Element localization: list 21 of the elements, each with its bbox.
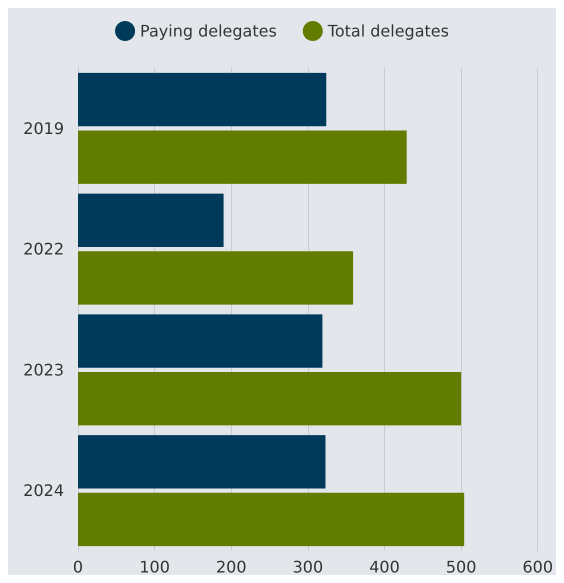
x-tick-label: 400 xyxy=(369,558,400,576)
bar xyxy=(78,130,407,184)
y-tick-label: 2019 xyxy=(23,118,64,138)
bar xyxy=(78,251,354,305)
x-tick-label: 500 xyxy=(446,558,476,576)
bar xyxy=(78,72,326,126)
x-tick-label: 0 xyxy=(72,558,84,576)
y-tick-label: 2024 xyxy=(23,481,64,500)
bar xyxy=(78,492,464,546)
x-tick-label: 600 xyxy=(522,558,554,576)
x-tick-label: 100 xyxy=(139,558,170,576)
bar xyxy=(78,194,224,247)
bar xyxy=(78,372,462,426)
bar xyxy=(78,435,326,488)
y-tick-label: 2023 xyxy=(23,360,64,380)
y-tick-label: 2022 xyxy=(23,240,64,259)
legend-label: Paying delegates xyxy=(140,22,277,40)
x-tick-label: 300 xyxy=(292,558,324,576)
legend-label: Total delegates xyxy=(326,22,449,40)
bar xyxy=(78,314,322,368)
x-tick-label: 200 xyxy=(216,558,247,576)
